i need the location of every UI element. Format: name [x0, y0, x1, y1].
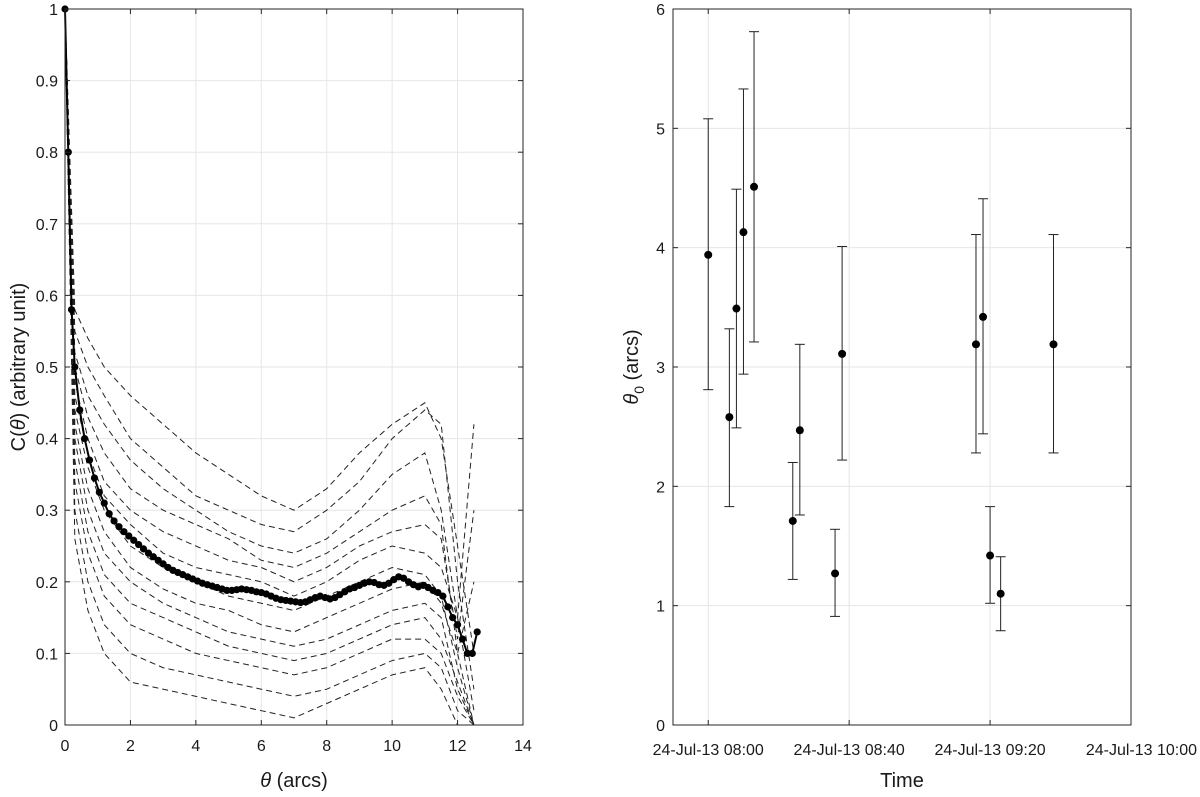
left-mean-series-line	[64, 8, 479, 655]
right-data-point	[750, 182, 759, 191]
right-data-point	[986, 551, 995, 560]
left-x-tick-label: 0	[61, 738, 70, 755]
left-mean-point	[100, 499, 108, 507]
left-mean-point	[110, 517, 118, 525]
left-dashed-series-line	[64, 8, 475, 690]
right-data-point	[739, 228, 748, 237]
right-x-tick-label: 24-Jul-13 10:00	[1086, 742, 1197, 759]
left-x-axis-label: θ (arcs)	[260, 770, 328, 792]
left-y-tick-label: 0.9	[36, 74, 58, 91]
right-grid	[673, 8, 1132, 726]
right-y-tick-label: 5	[656, 121, 665, 138]
right-data-point	[788, 516, 797, 525]
right-y-tick-label: 1	[656, 599, 665, 616]
left-x-tick-label: 12	[449, 738, 467, 755]
left-ticks: 0 2 4 6 8 10 12 14 0 0.1 0.2 0.3 0.4 0.5 0.6 0.7 0.8 0.9 1	[36, 2, 532, 755]
left-mean-point	[458, 635, 467, 643]
right-data-point	[831, 569, 840, 578]
right-y-tick-label: 2	[656, 479, 665, 496]
right-data-point	[971, 340, 980, 349]
left-dashed-series-line	[64, 8, 474, 726]
right-y-tick-label: 6	[656, 2, 665, 19]
right-data-point	[725, 413, 734, 422]
right-points-group	[703, 31, 1059, 632]
left-y-tick-label: 0.5	[36, 360, 58, 377]
left-dashed-series-line	[64, 8, 475, 726]
left-y-tick-label: 0.3	[36, 503, 58, 520]
left-mean-point	[135, 540, 143, 549]
left-y-axis-label: C(θ) (arbitrary unit)	[8, 283, 30, 452]
left-mean-point	[115, 523, 123, 531]
right-x-axis-label: Time	[880, 770, 924, 792]
left-dashed-series-line	[64, 8, 475, 654]
left-y-tick-label: 0.6	[36, 288, 58, 305]
left-mean-point	[76, 406, 84, 414]
right-y-axis-label: θ0 (arcs)	[621, 329, 647, 404]
left-mean-point	[468, 649, 476, 658]
left-y-tick-label: 0.2	[36, 575, 58, 592]
left-mean-point	[130, 536, 138, 544]
left-y-tick-label: 1	[49, 2, 58, 19]
left-y-tick-label: 0	[49, 718, 58, 735]
left-mean-point	[95, 488, 103, 496]
left-dashed-series-line	[64, 8, 475, 640]
left-grid	[64, 8, 524, 726]
right-x-tick-label: 24-Jul-13 08:40	[794, 742, 905, 759]
left-mean-point	[439, 592, 447, 600]
left-mean-point	[449, 614, 457, 622]
left-mean-point	[81, 435, 89, 443]
right-data-point	[838, 349, 847, 358]
left-mean-point	[139, 545, 148, 553]
left-dashed-series-line	[64, 8, 475, 726]
right-data-point	[979, 312, 988, 321]
right-ticks: 24-Jul-13 08:00 24-Jul-13 08:40 24-Jul-13 …	[653, 2, 1197, 759]
left-dashed-series-line	[64, 8, 475, 726]
left-dashed-series-group	[64, 8, 475, 726]
left-x-tick-label: 8	[322, 738, 331, 755]
right-data-point	[704, 250, 713, 259]
left-x-tick-label: 14	[514, 738, 532, 755]
right-data-point	[1049, 340, 1058, 349]
right-y-tick-label: 4	[656, 241, 665, 258]
left-mean-point	[67, 306, 76, 314]
left-mean-series-group	[61, 5, 481, 658]
left-y-tick-label: 0.8	[36, 145, 58, 162]
left-y-tick-label: 0.4	[36, 432, 58, 449]
left-dashed-series-line	[64, 8, 475, 726]
left-x-tick-label: 2	[126, 738, 135, 755]
left-y-tick-label: 0.1	[36, 646, 58, 663]
left-mean-point	[90, 474, 99, 482]
left-dashed-series-line	[64, 8, 475, 726]
left-mean-point	[125, 532, 133, 540]
right-data-point	[996, 589, 1005, 598]
left-dashed-series-line	[64, 8, 475, 656]
left-mean-point	[85, 456, 94, 464]
left-mean-point	[453, 621, 462, 629]
left-x-tick-label: 10	[383, 738, 401, 755]
left-y-tick-label: 0.7	[36, 217, 58, 234]
left-mean-point	[473, 628, 481, 636]
left-mean-point	[105, 510, 113, 518]
right-chart-theta0: 24-Jul-13 08:00 24-Jul-13 08:40 24-Jul-13 …	[621, 2, 1197, 792]
left-x-tick-label: 6	[257, 738, 266, 755]
left-chart-correlation: 0 2 4 6 8 10 12 14 0 0.1 0.2 0.3 0.4 0.5 0.6 0.7 0.8 0.9 1…	[8, 2, 532, 792]
left-mean-point	[120, 528, 128, 536]
right-data-point	[795, 426, 804, 435]
left-x-tick-label: 4	[191, 738, 200, 755]
right-data-point	[732, 304, 741, 313]
right-y-tick-label: 3	[656, 360, 665, 377]
left-mean-point	[71, 363, 79, 371]
left-dashed-series-line	[64, 8, 475, 711]
left-dashed-series-line	[64, 8, 475, 618]
left-mean-point	[444, 603, 452, 611]
right-x-tick-label: 24-Jul-13 08:00	[653, 742, 764, 759]
right-x-tick-label: 24-Jul-13 09:20	[934, 742, 1045, 759]
right-y-tick-label: 0	[656, 718, 665, 735]
